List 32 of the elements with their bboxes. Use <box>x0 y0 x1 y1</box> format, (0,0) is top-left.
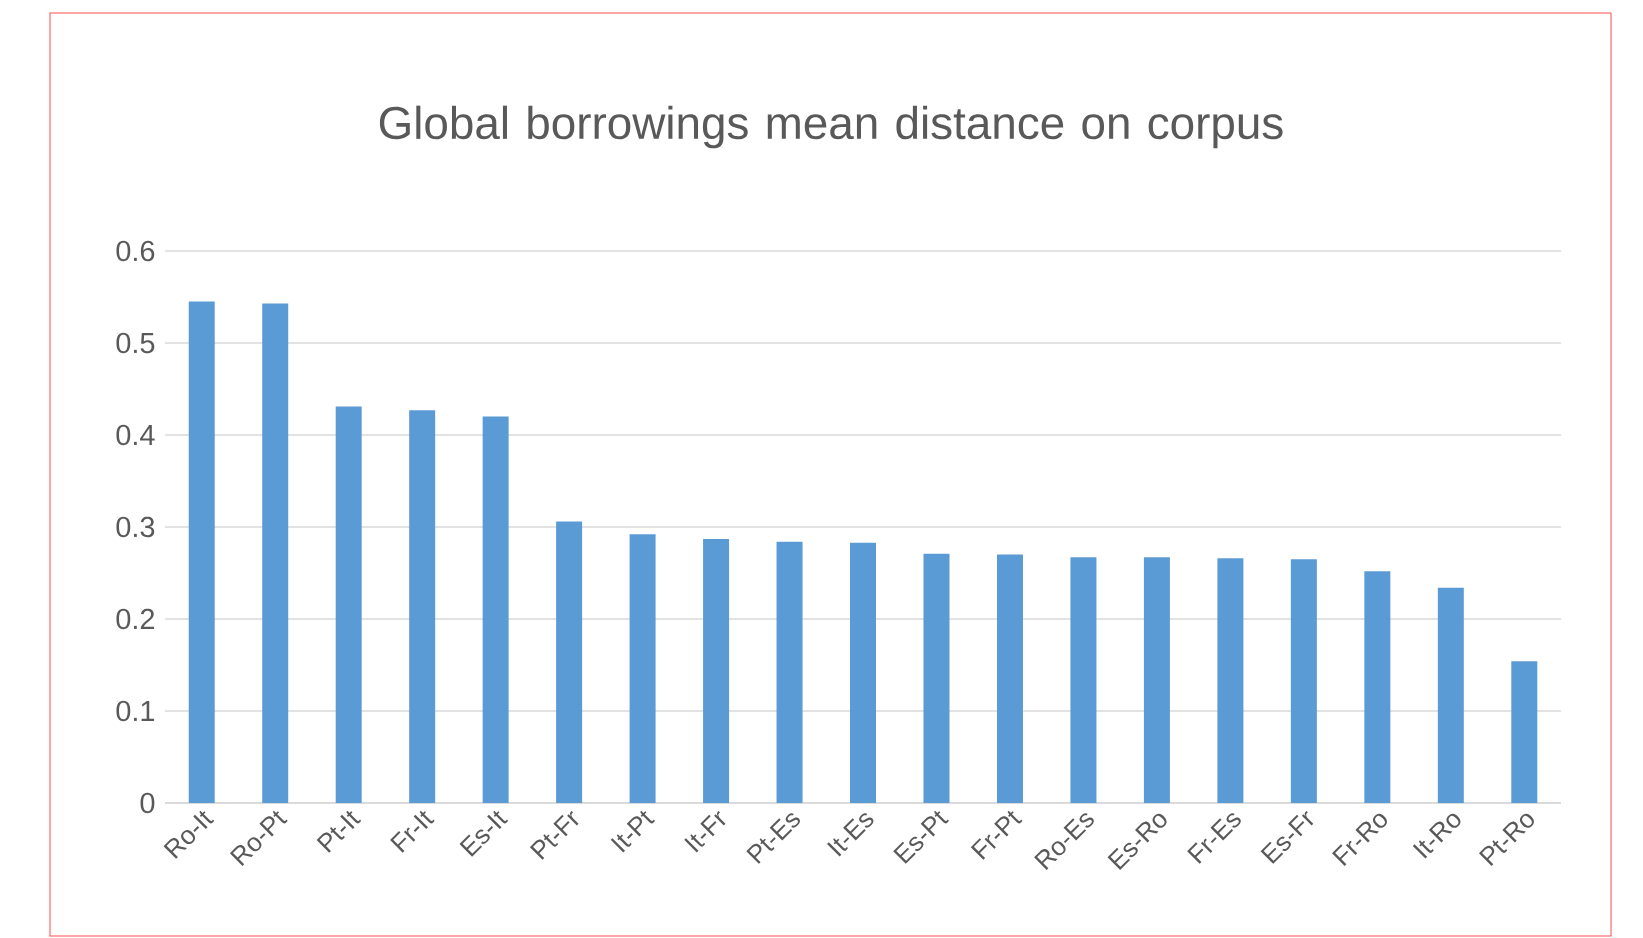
y-tick-label: 0.1 <box>116 700 155 722</box>
bar <box>335 406 362 803</box>
x-tick-label: Pt-It <box>316 810 362 853</box>
bar <box>1290 559 1317 803</box>
y-tick-label: 0 <box>140 792 155 814</box>
x-tick-label: Fr-It <box>390 810 435 853</box>
bar <box>923 553 950 803</box>
bar <box>1143 557 1170 803</box>
y-tick-label: 0.5 <box>116 332 155 354</box>
bar <box>188 301 215 803</box>
bar <box>482 416 509 803</box>
bar <box>776 541 803 803</box>
bar <box>1217 558 1244 803</box>
y-tick-label: 0.3 <box>116 516 155 538</box>
bar <box>850 542 877 803</box>
bar <box>996 554 1023 803</box>
bar <box>1364 571 1391 803</box>
x-tick-label: It-Fr <box>684 811 726 853</box>
y-tick-label: 0.2 <box>116 608 155 630</box>
bar <box>556 521 583 803</box>
bar <box>703 538 730 803</box>
y-tick-label: 0.6 <box>116 240 155 262</box>
x-tick-label: It-Es <box>827 813 874 857</box>
bar <box>262 303 289 803</box>
bar <box>629 534 656 803</box>
chart-title: Global borrowings mean distance on corpus <box>379 105 1283 149</box>
bar <box>1070 557 1097 803</box>
bar <box>409 410 436 803</box>
bar <box>1511 661 1538 803</box>
bar <box>1437 587 1464 803</box>
y-tick-label: 0.4 <box>116 424 155 446</box>
x-tick-label: It-Pt <box>610 810 655 853</box>
